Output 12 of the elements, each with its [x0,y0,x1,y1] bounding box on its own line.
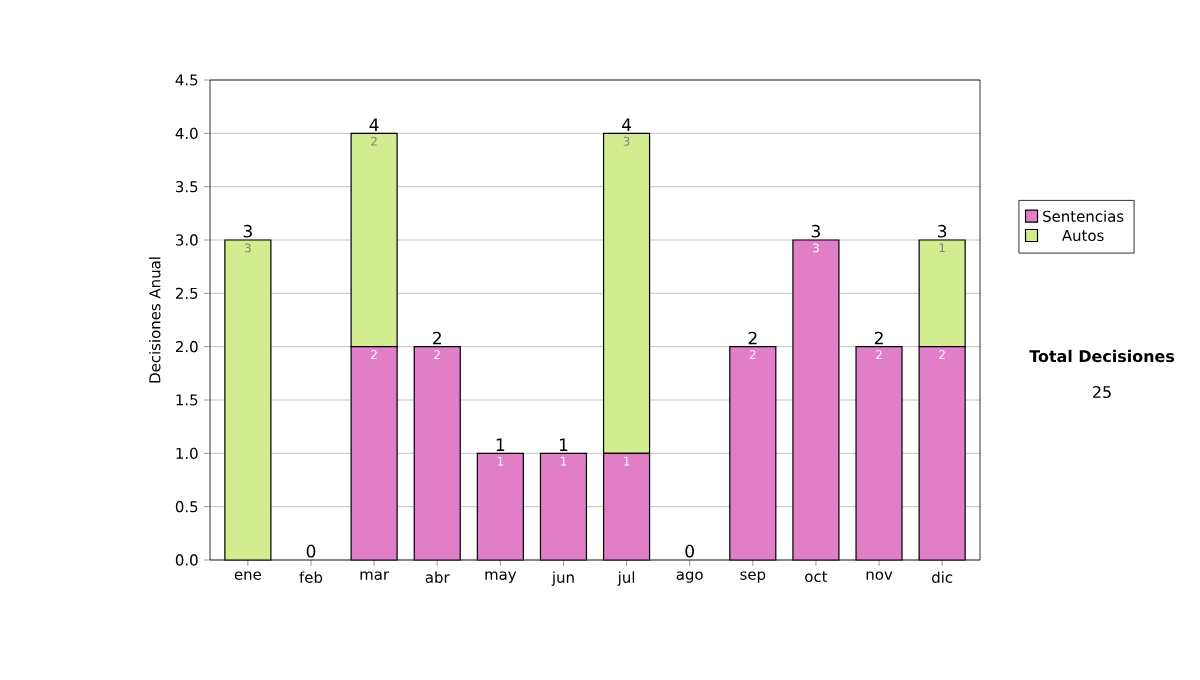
total-label: 0 [685,544,694,558]
total-label: 3 [811,224,820,238]
total-label: 2 [748,331,757,345]
total-label: 4 [369,118,379,131]
total-label: 1 [559,438,568,451]
total-label: 2 [433,331,441,345]
total-label: 3 [243,224,252,238]
total-label: 2 [874,331,883,345]
total-label: 4 [622,118,631,131]
total-label: 1 [496,438,505,451]
total-label: 0 [306,544,316,558]
total-label: 3 [938,224,947,238]
